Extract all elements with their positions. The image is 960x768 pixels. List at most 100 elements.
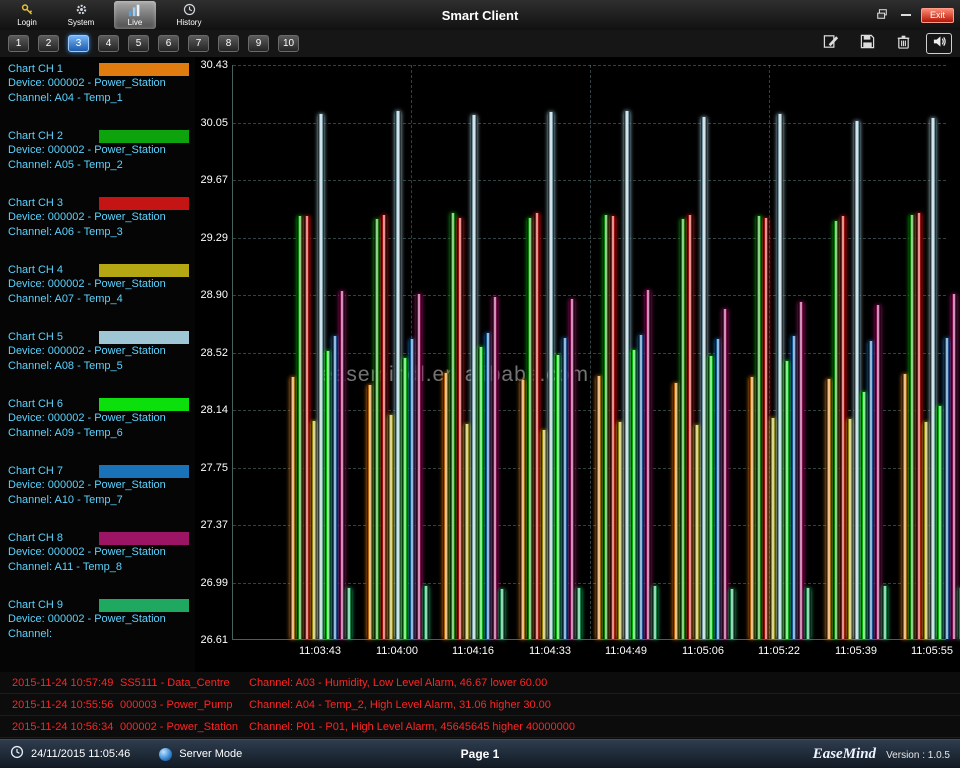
- tab-2[interactable]: 2: [38, 35, 59, 52]
- clock-status-icon: [10, 745, 24, 764]
- channel-title: Chart CH 7: [8, 465, 64, 477]
- gear-icon: [75, 3, 88, 17]
- x-axis-tick-label: 11:04:00: [375, 645, 418, 657]
- chart-bar: [763, 218, 769, 639]
- chart-bar: [958, 588, 960, 639]
- chart-bar: [596, 376, 602, 639]
- channel-card[interactable]: Chart CH 4 Device: 000002 - Power_Station…: [0, 260, 195, 324]
- nav-label: System: [67, 18, 95, 27]
- tab-strip: 1 2 3 4 5 6 7 8 9 10: [8, 35, 308, 52]
- alarm-time: 2015-11-24 10:55:56: [12, 698, 114, 711]
- tab-7[interactable]: 7: [188, 35, 209, 52]
- x-axis-tick-label: 11:04:49: [604, 645, 647, 657]
- alarm-device: 000002 - Power_Station: [120, 720, 239, 733]
- alarm-row[interactable]: 2015-11-24 10:55:56 000003 - Power_Pump Ch…: [0, 694, 960, 716]
- chart-bar: [492, 297, 498, 639]
- chart-bar: [861, 392, 867, 639]
- restore-icon: [876, 8, 888, 23]
- x-axis-tick-label: 11:05:06: [681, 645, 724, 657]
- y-axis-tick-label: 28.14: [200, 404, 228, 416]
- tab-4[interactable]: 4: [98, 35, 119, 52]
- channel-color-swatch: [99, 263, 189, 277]
- channel-channel: Channel: A10 - Temp_7: [8, 494, 123, 506]
- chart-bar: [805, 588, 811, 639]
- channel-card[interactable]: Chart CH 8 Device: 000002 - Power_Station…: [0, 528, 195, 592]
- tab-3[interactable]: 3: [68, 35, 89, 52]
- channel-card[interactable]: Chart CH 7 Device: 000002 - Power_Station…: [0, 461, 195, 525]
- chart-bar: [909, 215, 915, 639]
- sound-button[interactable]: [926, 33, 952, 54]
- alarm-device: 000003 - Power_Pump: [120, 698, 233, 711]
- tab-1[interactable]: 1: [8, 35, 29, 52]
- channel-card[interactable]: Chart CH 6 Device: 000002 - Power_Station…: [0, 394, 195, 458]
- channel-title: Chart CH 8: [8, 532, 64, 544]
- tab-6[interactable]: 6: [158, 35, 179, 52]
- channel-title-row: Chart CH 9: [8, 598, 191, 612]
- chart-bar: [791, 336, 797, 639]
- chart-bar: [687, 215, 693, 639]
- edit-button[interactable]: [818, 33, 844, 54]
- nav-label: Live: [127, 18, 143, 27]
- chart-bar: [520, 380, 526, 639]
- y-axis-tick-label: 26.99: [200, 576, 228, 589]
- y-axis-tick-label: 27.37: [200, 519, 228, 531]
- save-icon: [860, 34, 875, 54]
- chart-bar: [729, 589, 735, 639]
- y-axis-tick-label: 30.43: [200, 59, 228, 71]
- channel-title: Chart CH 6: [8, 398, 64, 410]
- alarm-row[interactable]: 2015-11-24 10:56:34 000002 - Power_Statio…: [0, 716, 960, 738]
- delete-icon: [896, 34, 911, 54]
- plot-area: easemindl.en.alibaba.com: [232, 65, 960, 640]
- channel-title-row: Chart CH 4: [8, 263, 191, 277]
- channel-color-swatch: [99, 531, 189, 545]
- y-axis-tick-label: 27.75: [200, 461, 228, 474]
- tab-8[interactable]: 8: [218, 35, 239, 52]
- gridline-horizontal: [233, 122, 946, 124]
- chart-bar: [569, 299, 575, 639]
- nav-system-button[interactable]: System: [60, 1, 102, 29]
- chart-bar: [402, 358, 408, 639]
- chart-bar: [840, 216, 846, 639]
- chart-bar: [499, 589, 505, 639]
- chart-bar: [471, 115, 477, 639]
- alarm-list: 2015-11-24 10:57:49 SS5111 - Data_Centre C…: [0, 672, 960, 738]
- channel-device: Device: 000002 - Power_Station: [8, 345, 166, 357]
- chart-bar: [944, 338, 950, 639]
- gridline-vertical: [590, 65, 591, 639]
- channel-color-swatch: [99, 196, 189, 210]
- chart-bar: [770, 418, 776, 639]
- channel-title-row: Chart CH 7: [8, 464, 191, 478]
- chart-bar: [923, 422, 929, 639]
- channel-channel: Channel: A05 - Temp_2: [8, 159, 123, 171]
- chart-bar: [562, 338, 568, 639]
- chart-bar: [548, 112, 554, 639]
- chart-bar: [673, 383, 679, 639]
- nav-history-button[interactable]: History: [168, 1, 210, 29]
- delete-button[interactable]: [890, 33, 916, 54]
- channel-channel: Channel: A11 - Temp_8: [8, 561, 122, 573]
- channel-card[interactable]: Chart CH 3 Device: 000002 - Power_Station…: [0, 193, 195, 257]
- chart-bar: [388, 415, 394, 639]
- tab-10[interactable]: 10: [278, 35, 300, 52]
- channel-card[interactable]: Chart CH 1 Device: 000002 - Power_Station…: [0, 59, 195, 123]
- nav-live-button[interactable]: Live: [114, 1, 156, 29]
- server-mode-label: Server Mode: [179, 748, 243, 760]
- chart-bar: [464, 424, 470, 639]
- save-button[interactable]: [854, 33, 880, 54]
- chart-bar: [381, 215, 387, 639]
- channel-card[interactable]: Chart CH 5 Device: 000002 - Power_Station…: [0, 327, 195, 391]
- channel-card[interactable]: Chart CH 9 Device: 000002 - Power_Station…: [0, 595, 195, 659]
- y-axis-tick-label: 28.52: [200, 346, 228, 359]
- channel-title: Chart CH 3: [8, 197, 64, 209]
- restore-button[interactable]: [873, 8, 891, 22]
- minimize-button[interactable]: [897, 8, 915, 22]
- y-axis-tick-label: 29.29: [200, 231, 228, 244]
- chart-bar: [541, 430, 547, 639]
- nav-login-button[interactable]: Login: [6, 1, 48, 29]
- alarm-row[interactable]: 2015-11-24 10:57:49 SS5111 - Data_Centre C…: [0, 672, 960, 694]
- tab-5[interactable]: 5: [128, 35, 149, 52]
- exit-button[interactable]: Exit: [920, 7, 954, 23]
- tab-9[interactable]: 9: [248, 35, 269, 52]
- channel-card[interactable]: Chart CH 2 Device: 000002 - Power_Station…: [0, 126, 195, 190]
- sound-icon: [932, 34, 947, 54]
